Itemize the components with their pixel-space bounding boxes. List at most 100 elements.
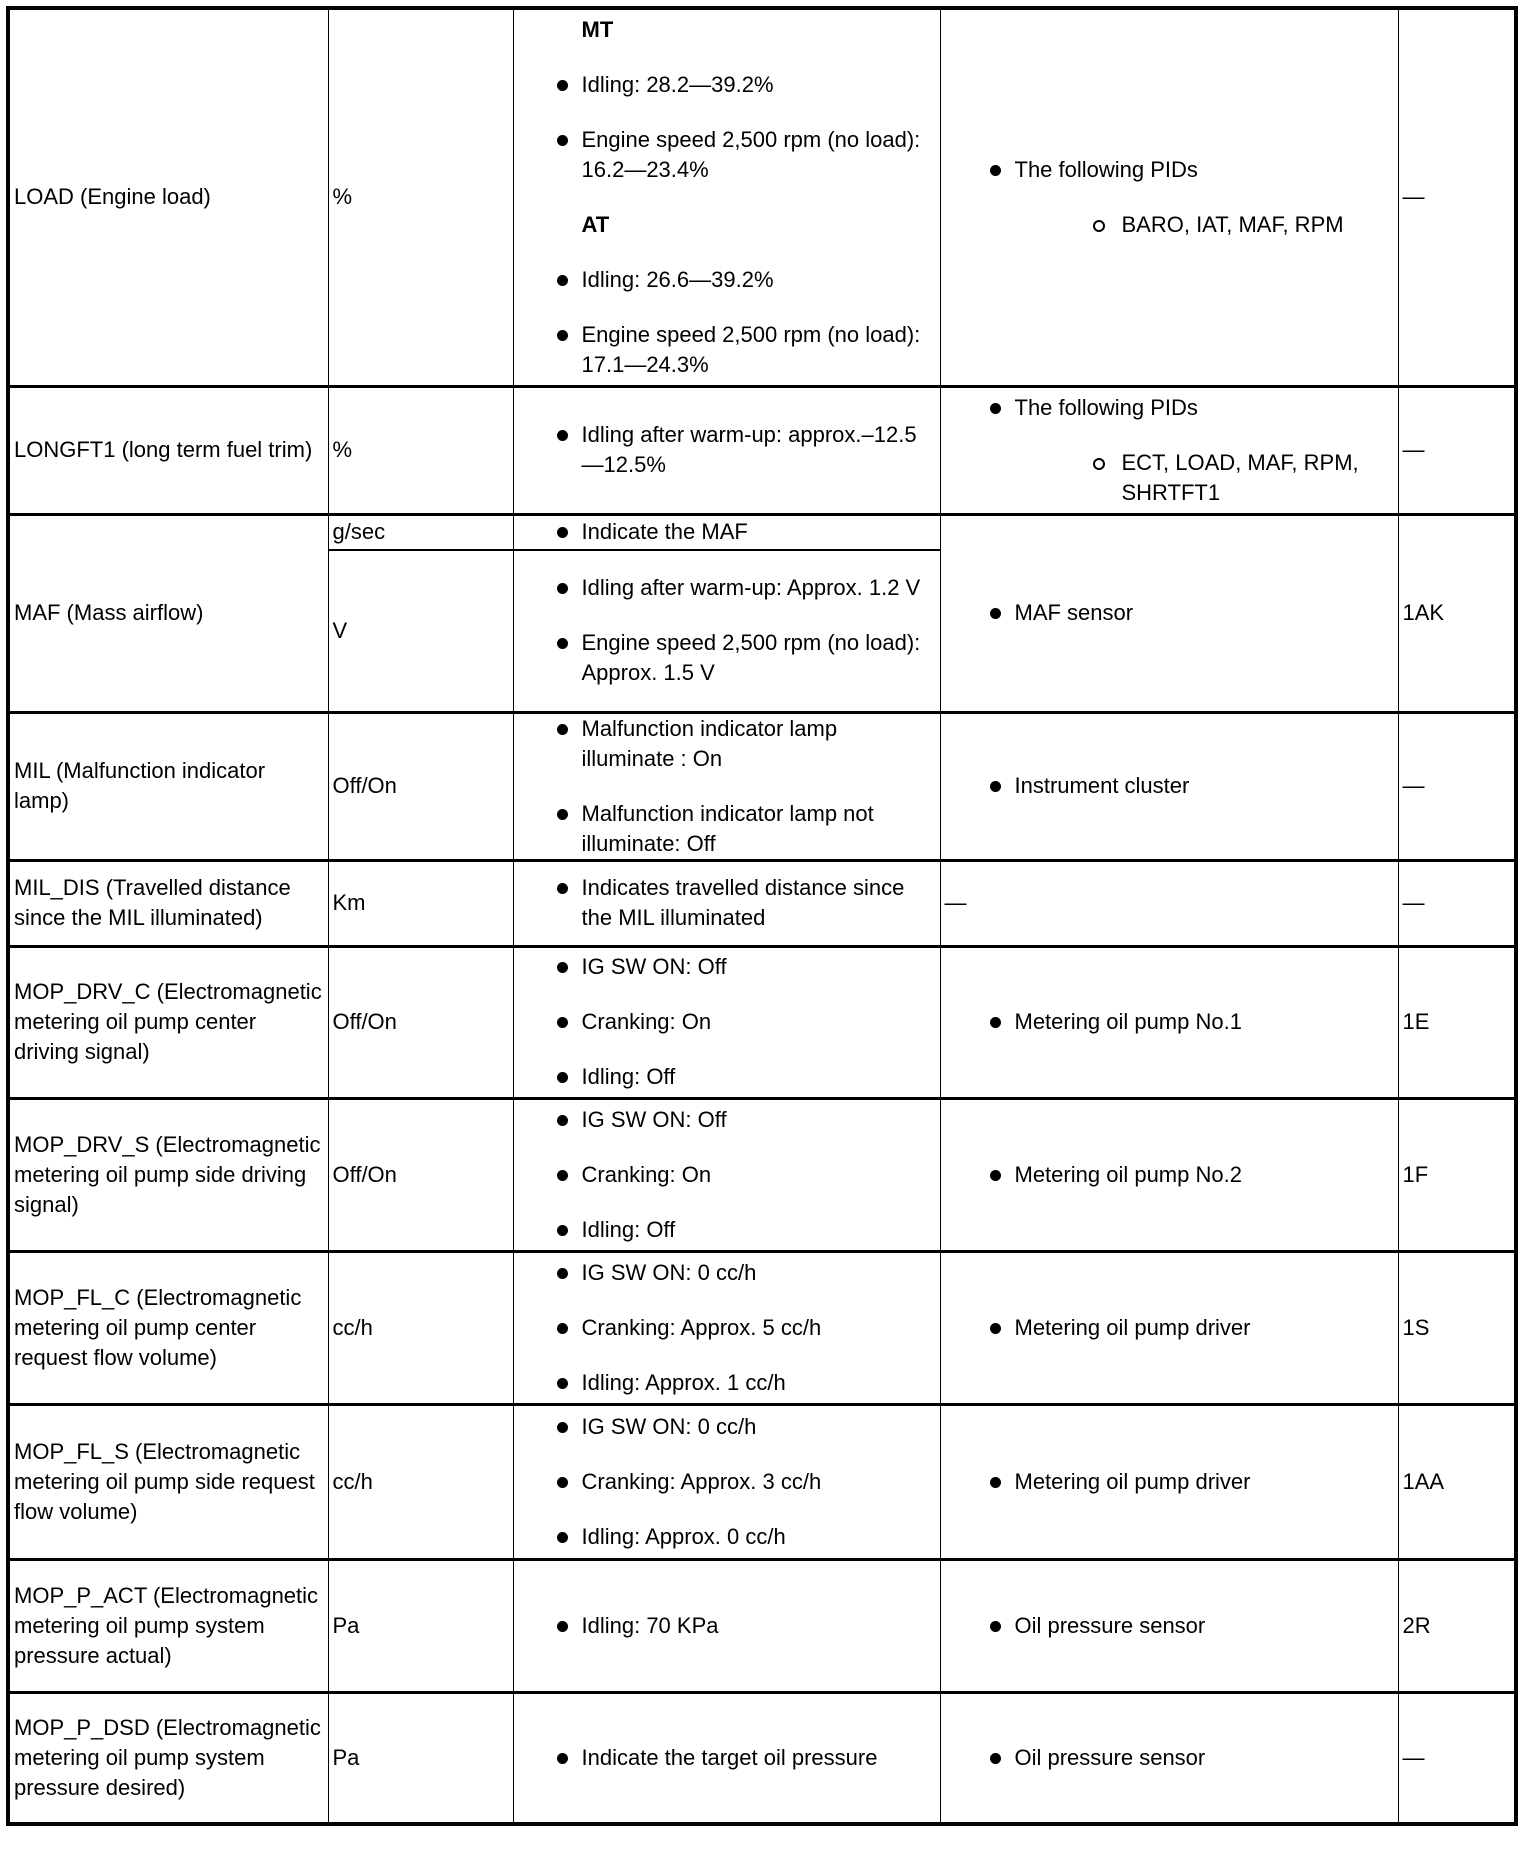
- terminal: —: [1402, 437, 1425, 462]
- condition-text: —: [944, 890, 967, 915]
- spec-list: Indicate the MAF: [552, 517, 936, 547]
- condition-list: MAF sensor: [985, 598, 1394, 628]
- condition-item: Metering oil pump No.2: [985, 1160, 1394, 1190]
- unit: Pa: [332, 1744, 360, 1770]
- terminal: 1AK: [1402, 600, 1445, 625]
- pid-monitor-table: LOAD (Engine load)% MT Idling: 28.2—39.2% E…: [6, 6, 1518, 1826]
- condition-cell: —: [939, 858, 1399, 946]
- spec-list: Malfunction indicator lamp illuminate : …: [552, 714, 936, 859]
- terminal-cell: 1AA: [1397, 1402, 1517, 1559]
- terminal-cell: 1F: [1397, 1096, 1517, 1251]
- condition-list: The following PIDs ECT, LOAD, MAF, RPM, S…: [985, 393, 1394, 508]
- unit: Off/On: [332, 1161, 397, 1187]
- table-row: LOAD (Engine load)% MT Idling: 28.2—39.2% E…: [7, 6, 1517, 386]
- condition-label: Metering oil pump driver: [1014, 1314, 1251, 1340]
- condition-list: Instrument cluster: [985, 771, 1394, 801]
- pid-name: MOP_FL_C (Electromagnetic metering oil p…: [14, 1284, 302, 1370]
- unit-cell: %: [327, 6, 514, 386]
- pid-name-cell: LOAD (Engine load): [7, 6, 329, 386]
- spec-item: IG SW ON: 0 cc/h: [552, 1412, 936, 1442]
- spec-item: IG SW ON: 0 cc/h: [552, 1258, 936, 1288]
- terminal-cell: —: [1397, 1690, 1517, 1824]
- specification-cell: Indicate the MAF: [512, 512, 941, 550]
- spec-item: IG SW ON: Off: [552, 1105, 936, 1135]
- pid-name-cell: MOP_DRV_C (Electromagnetic metering oil …: [7, 944, 329, 1098]
- terminal: 2R: [1402, 1612, 1431, 1638]
- spec-list: Indicates travelled distance since the M…: [552, 873, 936, 933]
- condition-item: Metering oil pump driver: [985, 1313, 1394, 1343]
- pid-name-cell: MIL_DIS (Travelled distance since the MI…: [7, 858, 329, 946]
- condition-list: Metering oil pump No.2: [985, 1160, 1394, 1190]
- spec-item: Engine speed 2,500 rpm (no load): 17.1—2…: [552, 320, 936, 380]
- condition-label: Metering oil pump No.2: [1014, 1161, 1242, 1187]
- pid-name-cell: MOP_P_DSD (Electromagnetic metering oil …: [7, 1690, 329, 1824]
- unit-cell: cc/h: [327, 1249, 514, 1404]
- unit: cc/h: [332, 1468, 373, 1494]
- terminal-cell: 1S: [1397, 1249, 1517, 1404]
- table-subrow: V Idling after warm-up: Approx. 1.2 V Engi…: [8, 549, 1516, 712]
- pid-name-cell: MOP_FL_S (Electromagnetic metering oil p…: [7, 1402, 329, 1559]
- spec-item: Idling: 28.2—39.2%: [552, 70, 936, 100]
- table-row: MOP_P_DSD (Electromagnetic metering oil …: [7, 1690, 1517, 1824]
- spec-item: Idling after warm-up: approx.–12.5—12.5%: [552, 420, 936, 480]
- unit-cell: Pa: [327, 1690, 514, 1824]
- condition-cell: The following PIDs ECT, LOAD, MAF, RPM, S…: [939, 384, 1399, 514]
- pid-name: MIL (Malfunction indicator lamp): [14, 758, 266, 813]
- pid-name-cell: MAF (Mass airflow): [7, 512, 329, 712]
- specification-cell: Malfunction indicator lamp illuminate : …: [512, 710, 941, 860]
- unit: cc/h: [332, 1314, 373, 1340]
- spec-list: Idling: 70 KPa: [552, 1611, 936, 1641]
- condition-item: Instrument cluster: [985, 771, 1394, 801]
- spec-item: Engine speed 2,500 rpm (no load): Approx…: [552, 628, 936, 688]
- table-row: MIL_DIS (Travelled distance since the MI…: [7, 858, 1517, 946]
- condition-label: MAF sensor: [1014, 600, 1134, 625]
- condition-item: Metering oil pump No.1: [985, 1007, 1394, 1037]
- unit: Pa: [332, 1612, 360, 1638]
- condition-cell: Metering oil pump No.1: [939, 944, 1399, 1098]
- unit: Off/On: [332, 1009, 397, 1034]
- condition-list: The following PIDs BARO, IAT, MAF, RPM: [985, 155, 1394, 240]
- specification-cell: Idling after warm-up: approx.–12.5—12.5%: [512, 384, 941, 514]
- spec-list: IG SW ON: Off Cranking: On Idling: Off: [552, 952, 936, 1092]
- unit: %: [332, 437, 353, 462]
- pid-name-cell: MOP_FL_C (Electromagnetic metering oil p…: [7, 1249, 329, 1404]
- spec-list: IG SW ON: 0 cc/h Cranking: Approx. 3 cc/h…: [552, 1412, 936, 1552]
- unit-cell: Off/On: [327, 944, 514, 1098]
- pid-name: MOP_DRV_S (Electromagnetic metering oil …: [14, 1131, 321, 1217]
- pid-name: MOP_FL_S (Electromagnetic metering oil p…: [14, 1438, 315, 1524]
- condition-cell: Oil pressure sensor: [939, 1690, 1399, 1824]
- terminal-cell: —: [1397, 858, 1517, 946]
- spec-item: Engine speed 2,500 rpm (no load): 16.2—2…: [552, 125, 936, 185]
- spec-item: Cranking: Approx. 5 cc/h: [552, 1313, 936, 1343]
- condition-cell: Instrument cluster: [939, 710, 1399, 860]
- unit-cell: Off/On: [327, 1096, 514, 1251]
- pid-name-cell: MOP_P_ACT (Electromagnetic metering oil …: [7, 1557, 329, 1692]
- table-row: MAF (Mass airflow) g/sec Indicate the MAF M…: [7, 512, 1517, 712]
- pid-name-cell: MOP_DRV_S (Electromagnetic metering oil …: [7, 1096, 329, 1251]
- specification-cell: IG SW ON: 0 cc/h Cranking: Approx. 3 cc/h…: [512, 1402, 941, 1559]
- condition-list: Oil pressure sensor: [985, 1611, 1394, 1641]
- unit: Off/On: [332, 773, 397, 798]
- specification-cell: Idling: 70 KPa: [512, 1557, 941, 1692]
- terminal: 1E: [1402, 1009, 1430, 1034]
- condition-label: Instrument cluster: [1014, 773, 1190, 798]
- terminal: —: [1402, 890, 1425, 915]
- spec-item: Idling: Off: [552, 1062, 936, 1092]
- unit-cell: Off/On: [327, 710, 514, 860]
- spec-list: Idling after warm-up: approx.–12.5—12.5%: [552, 420, 936, 480]
- unit: g/sec: [332, 519, 386, 545]
- unit-cell: V: [327, 549, 514, 712]
- unit-cell: g/sec: [327, 512, 514, 550]
- unit: Km: [332, 890, 366, 915]
- terminal: —: [1402, 184, 1425, 210]
- terminal-cell: —: [1397, 710, 1517, 860]
- specification-cell: IG SW ON: Off Cranking: On Idling: Off: [512, 1096, 941, 1251]
- specification-cell: IG SW ON: 0 cc/h Cranking: Approx. 5 cc/h…: [512, 1249, 941, 1404]
- condition-label: The following PIDs: [1014, 156, 1198, 182]
- unit-cell: Pa: [327, 1557, 514, 1692]
- unit: %: [332, 184, 353, 210]
- terminal: —: [1402, 1744, 1425, 1770]
- table-row: MOP_FL_C (Electromagnetic metering oil p…: [7, 1249, 1517, 1404]
- unit-cell: %: [327, 384, 514, 514]
- condition-item: MAF sensor: [985, 598, 1394, 628]
